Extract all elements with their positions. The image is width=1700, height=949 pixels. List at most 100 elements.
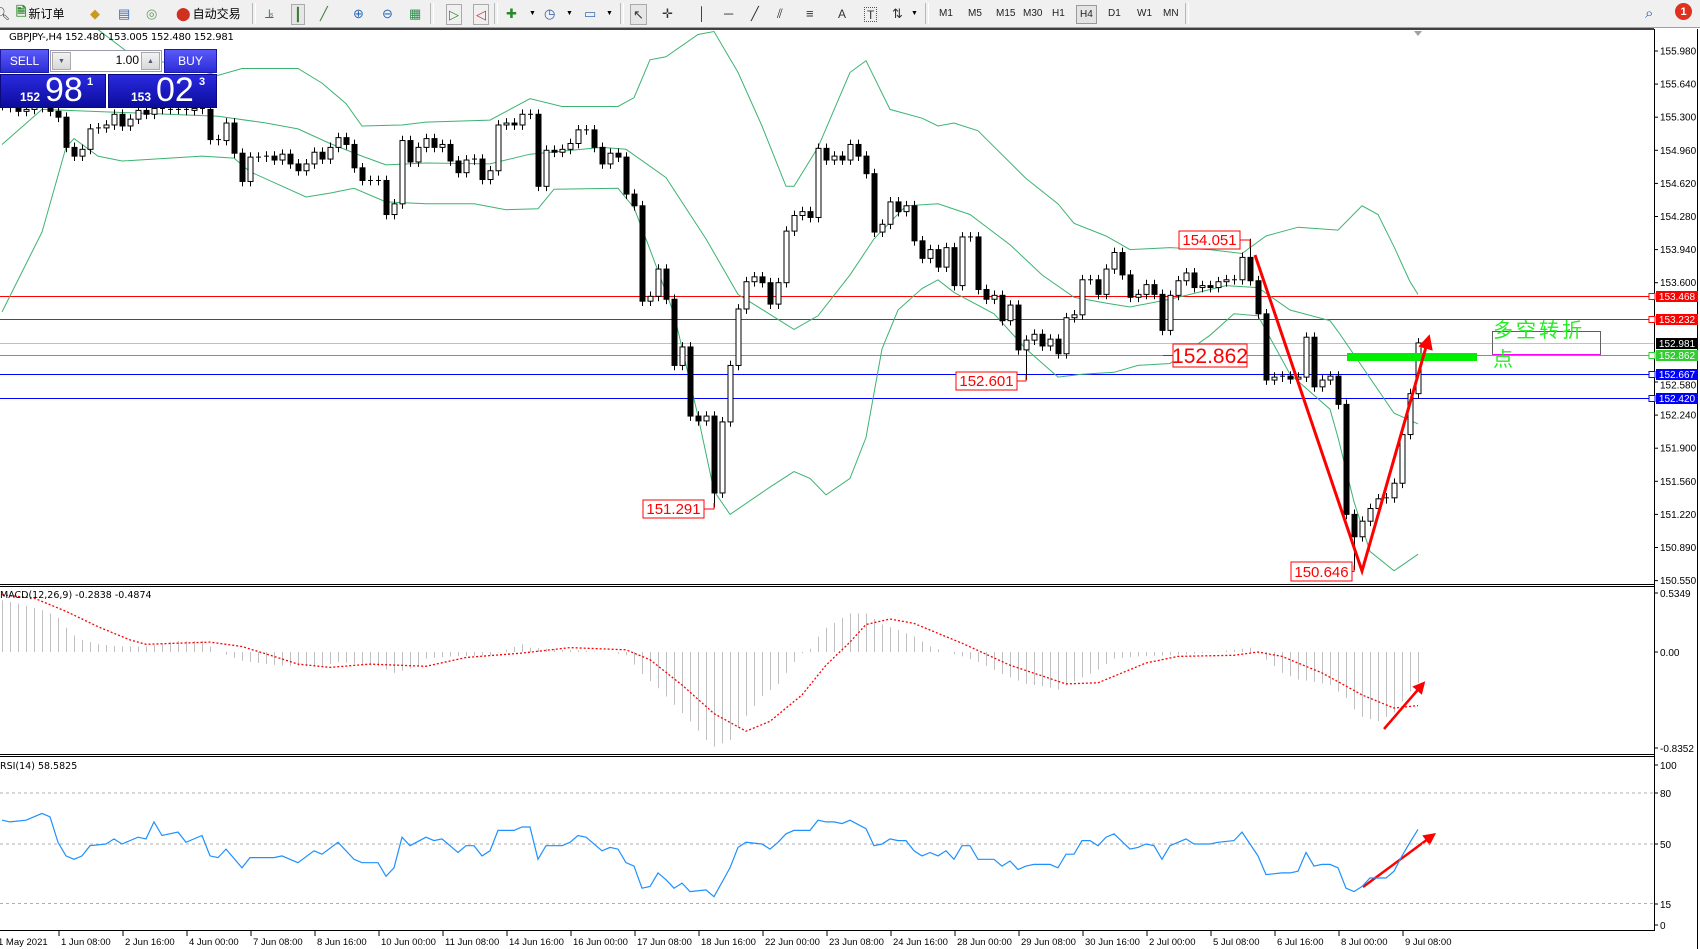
v-reversal-arrow[interactable] xyxy=(1253,254,1433,577)
price-label-box xyxy=(1290,561,1353,582)
candle xyxy=(599,142,606,169)
macd-label: MACD(12,26,9) -0.2838 -0.4874 xyxy=(0,590,152,601)
toolbar-separator xyxy=(252,3,256,24)
level-price-text: 153.468 xyxy=(1659,292,1696,303)
candle-body-bear xyxy=(287,153,294,165)
candle-body-bear xyxy=(383,179,390,216)
chart-shift-icon[interactable]: ◁ xyxy=(473,4,489,25)
time-label: 9 Jul 08:00 xyxy=(1405,937,1451,948)
text-label-icon[interactable]: T xyxy=(864,7,878,22)
level-price-tag xyxy=(1656,393,1698,404)
buy-button[interactable]: BUY xyxy=(164,49,217,73)
candle-body-bull xyxy=(391,203,398,216)
terminal-icon[interactable]: ▤ xyxy=(118,5,131,21)
new-order-label: 新订单 xyxy=(28,7,65,21)
sell-button[interactable]: SELL xyxy=(0,49,49,73)
timeframe-m5[interactable]: M5 xyxy=(968,8,982,19)
timeframe-h4[interactable]: H4 xyxy=(1076,5,1097,24)
periods-clock-icon[interactable]: ◷ xyxy=(544,5,556,21)
timeframe-m1[interactable]: M1 xyxy=(939,8,953,19)
chart-shift-marker[interactable] xyxy=(1414,31,1422,36)
timeframe-h1[interactable]: H1 xyxy=(1052,8,1065,19)
rsi-tick-label: 50 xyxy=(1660,840,1672,851)
bar-chart-icon[interactable]: ⫡ xyxy=(265,5,274,21)
arrows-icon[interactable]: ⇅ xyxy=(892,5,903,21)
zoom-in-icon[interactable]: ⊕ xyxy=(353,5,364,21)
sell-price[interactable]: 152 98 1 xyxy=(0,71,106,109)
candle xyxy=(1391,478,1398,503)
candle-body-bear xyxy=(455,160,462,174)
candle-body-bear xyxy=(623,156,630,195)
time-axis: 1 May 2021 1 Jun 08:00 2 Jun 16:00 4 Jun 00… xyxy=(0,931,1451,948)
buy-price-pips: 02 xyxy=(156,71,194,109)
candle xyxy=(943,242,950,272)
signals-icon[interactable]: ◎ xyxy=(146,5,158,21)
candle xyxy=(503,118,510,130)
timeframe-mn[interactable]: MN xyxy=(1163,8,1179,19)
lot-size-value[interactable]: 1.00 xyxy=(115,53,139,67)
candle xyxy=(543,145,550,192)
chevron-down-icon[interactable]: ▼ xyxy=(911,10,918,17)
candle xyxy=(615,148,622,162)
timeframe-m15[interactable]: M15 xyxy=(996,8,1016,19)
notification-badge[interactable]: 1 xyxy=(1675,3,1692,20)
candle xyxy=(1359,516,1366,542)
trend-line-icon[interactable]: ╱ xyxy=(751,5,759,21)
horizontal-line-icon[interactable]: ─ xyxy=(724,6,734,21)
candle-body-bear xyxy=(431,138,438,148)
candle xyxy=(264,151,269,162)
price-label-box xyxy=(1172,343,1248,368)
crosshair-icon[interactable]: ✛ xyxy=(662,5,673,21)
horizontal-levels xyxy=(0,296,1654,399)
reversal-point-note[interactable]: 多空转折点 xyxy=(1492,318,1601,371)
buy-price[interactable]: 153 02 3 xyxy=(108,71,217,109)
candle xyxy=(607,148,614,169)
lot-increase-icon[interactable]: ▲ xyxy=(141,52,160,70)
timeframe-m30[interactable]: M30 xyxy=(1023,8,1043,19)
cursor-icon[interactable]: ↖ xyxy=(630,4,647,25)
candle xyxy=(127,114,134,131)
lot-decrease-icon[interactable]: ▼ xyxy=(52,52,71,70)
rsi-up-arrow[interactable] xyxy=(1362,833,1437,889)
new-order-button[interactable]: 🗎 新订单 xyxy=(16,4,64,23)
candle xyxy=(1232,274,1237,285)
candle-body-bull xyxy=(279,153,286,161)
candle xyxy=(63,112,70,153)
candle xyxy=(96,123,101,134)
chevron-down-icon[interactable]: ▼ xyxy=(606,10,613,17)
timeframe-w1[interactable]: W1 xyxy=(1137,8,1152,19)
candle xyxy=(975,232,982,295)
lot-size-field[interactable]: ▼ 1.00 ▲ xyxy=(50,50,162,72)
fibonacci-icon[interactable]: ≡ xyxy=(806,6,814,21)
templates-icon[interactable]: ▭ xyxy=(584,5,597,21)
gold-icon[interactable]: ◆ xyxy=(90,5,100,21)
tile-windows-icon[interactable]: ▦ xyxy=(409,5,422,21)
vertical-line-icon[interactable]: │ xyxy=(698,6,707,21)
indicators-icon[interactable]: ✚ xyxy=(506,5,517,21)
channel-icon[interactable]: ⫽ xyxy=(777,5,783,21)
auto-scroll-icon[interactable]: ▷ xyxy=(446,4,462,25)
search-icon[interactable]: ⌕ xyxy=(1645,5,1654,22)
chevron-down-icon[interactable]: ▼ xyxy=(566,10,573,17)
candle-body-bear xyxy=(239,152,246,182)
price-label-text: 150.646 xyxy=(1294,564,1348,581)
candle-body-bear xyxy=(839,155,846,161)
search-icon[interactable]: 🔍︎ xyxy=(0,5,11,21)
candle xyxy=(359,162,366,186)
zoom-out-icon[interactable]: ⊖ xyxy=(382,5,393,21)
timeframe-d1[interactable]: D1 xyxy=(1108,8,1121,19)
candle xyxy=(119,109,126,131)
candle xyxy=(1263,308,1270,385)
candle xyxy=(295,159,302,176)
line-chart-icon[interactable]: ╱ xyxy=(320,5,328,21)
candle xyxy=(447,139,454,166)
new-order-icon: 🗎 xyxy=(16,3,27,19)
candle-body-bull xyxy=(1303,336,1310,378)
auto-trading-button[interactable]: ⬤ 自动交易 xyxy=(176,4,241,23)
chevron-down-icon[interactable]: ▼ xyxy=(529,10,536,17)
reversal-zone-bar[interactable] xyxy=(1347,353,1477,361)
rsi-panel: 100 80 50 15 0 xyxy=(0,761,1677,932)
candlestick-chart-icon[interactable]: ┃ xyxy=(291,4,305,25)
text-icon[interactable]: A xyxy=(838,6,847,21)
